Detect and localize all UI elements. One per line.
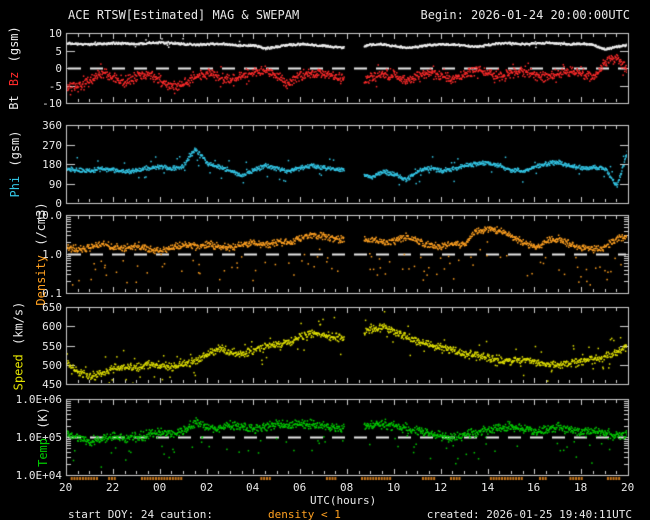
ylabel-part: (gsm): [7, 26, 21, 70]
ytick-label: 1.0E+04: [15, 469, 62, 482]
ylabel-part: (K): [36, 407, 50, 436]
ylabel-phi: Phi (gsm): [8, 100, 24, 228]
xtick-label: 16: [527, 481, 541, 494]
ytick-label: 500: [42, 359, 62, 372]
ylabel-part: Temp: [36, 438, 50, 467]
ytick-label: 360: [42, 119, 62, 132]
ylabel-part: (gsm): [8, 130, 22, 174]
xtick-label: 22: [106, 481, 120, 494]
ytick-label: 550: [42, 340, 62, 353]
xtick-label: 02: [200, 481, 214, 494]
footer-caution-value: density < 1: [268, 508, 341, 520]
ytick-label: 180: [42, 158, 62, 171]
xtick-label: 20: [59, 481, 73, 494]
ytick-label: 0.1: [42, 287, 62, 300]
ytick-label: 1.0E+06: [15, 393, 62, 406]
ytick-label: 90: [48, 178, 62, 191]
ytick-label: 650: [42, 301, 62, 314]
ytick-label: 0: [55, 62, 62, 75]
xtick-label: 04: [246, 481, 260, 494]
xtick-label: 06: [293, 481, 307, 494]
xtick-label: 12: [434, 481, 448, 494]
footer-caution-label: caution:: [160, 508, 213, 520]
xtick-label: 18: [574, 481, 588, 494]
page-title: ACE RTSW[Estimated] MAG & SWEPAM: [68, 8, 300, 22]
xaxis-title: UTC(hours): [310, 494, 377, 507]
ytick-label: -10: [42, 97, 62, 110]
ylabel-part: Bz: [7, 71, 21, 94]
ytick-label: 600: [42, 320, 62, 333]
ylabel-part: Phi: [8, 175, 22, 198]
ytick-label: 450: [42, 378, 62, 391]
footer-start-doy: start DOY: 24: [68, 508, 155, 520]
ytick-label: -5: [48, 80, 62, 93]
footer-created-timestamp: created: 2026-01-25 19:40:11UTC: [426, 508, 632, 520]
ytick-label: 1.0: [42, 248, 62, 261]
ylabel-density: Density (/cm3): [34, 190, 50, 318]
ylabel-part: Density: [34, 255, 48, 306]
xtick-label: 10: [387, 481, 401, 494]
ytick-label: 1.0E+05: [15, 431, 62, 444]
ytick-label: 270: [42, 139, 62, 152]
ylabel-part: (km/s): [11, 301, 26, 353]
xtick-label: 08: [340, 481, 354, 494]
ytick-label: 0: [55, 197, 62, 210]
ylabel-part: (/cm3): [34, 202, 48, 253]
ytick-label: 5: [55, 45, 62, 58]
ylabel-part: Speed: [11, 354, 26, 391]
begin-timestamp: Begin: 2026-01-24 20:00:00UTC: [420, 8, 630, 22]
xtick-label: 00: [153, 481, 167, 494]
xtick-label: 14: [481, 481, 495, 494]
ytick-label: 10.0: [35, 209, 63, 222]
ylabel-speed: Speed (km/s): [12, 283, 28, 410]
xtick-label: 20: [621, 481, 635, 494]
ytick-label: 10: [48, 27, 62, 40]
ylabel-temp: Temp (K): [36, 374, 52, 500]
